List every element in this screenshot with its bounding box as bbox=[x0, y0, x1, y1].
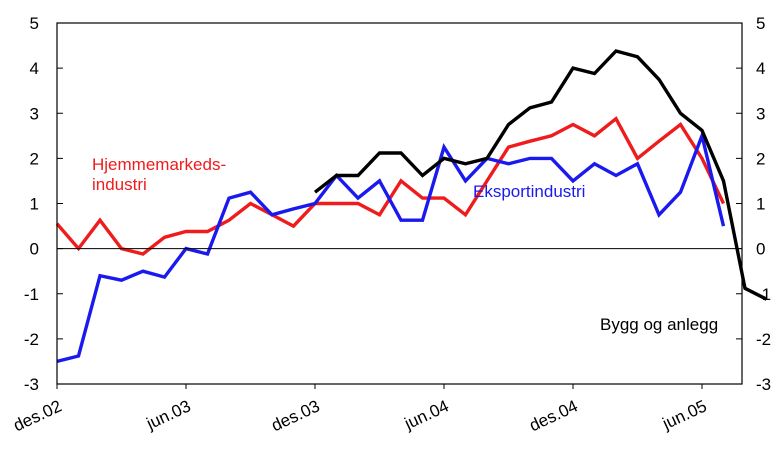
series-line-3 bbox=[313, 49, 768, 301]
series-label-1: Hjemmemarkeds- bbox=[92, 155, 226, 174]
x-tick-label: jun.03 bbox=[143, 396, 194, 433]
y-tick-label-left: 0 bbox=[30, 240, 39, 259]
x-tick-label: des.02 bbox=[10, 396, 64, 435]
series-line-2 bbox=[56, 130, 726, 364]
y-tick-label-right: -2 bbox=[756, 330, 771, 349]
y-tick-label-left: 1 bbox=[30, 195, 39, 214]
y-tick-label-right: 4 bbox=[756, 59, 765, 78]
y-tick-label-left: 4 bbox=[30, 59, 39, 78]
series-annotations: Hjemmemarkeds-industri Eksportindustri Byg… bbox=[92, 155, 718, 334]
y-tick-label-right: -1 bbox=[756, 285, 771, 304]
series-label-1: industri bbox=[92, 175, 147, 194]
x-tick-label: des.03 bbox=[268, 396, 322, 435]
y-tick-label-left: 2 bbox=[30, 149, 39, 168]
x-tick-label: des.04 bbox=[526, 396, 580, 435]
series-label-2: Eksportindustri bbox=[473, 182, 585, 201]
y-tick-label-right: -3 bbox=[756, 375, 771, 394]
series-label-3: Bygg og anlegg bbox=[600, 315, 718, 334]
y-tick-label-right: 0 bbox=[756, 240, 765, 259]
y-tick-label-right: 1 bbox=[756, 195, 765, 214]
y-tick-label-left: -3 bbox=[24, 375, 39, 394]
x-tick-label: jun.05 bbox=[659, 396, 710, 433]
y-tick-label-left: -1 bbox=[24, 285, 39, 304]
y-tick-label-left: -2 bbox=[24, 330, 39, 349]
x-tick-label: jun.04 bbox=[401, 396, 452, 433]
plot-frame bbox=[56, 22, 743, 385]
y-tick-label-right: 3 bbox=[756, 104, 765, 123]
y-tick-label-left: 3 bbox=[30, 104, 39, 123]
y-tick-label-right: 2 bbox=[756, 149, 765, 168]
y-axis-left: -3 -2 -1 0 1 2 3 4 5 bbox=[24, 14, 63, 394]
series-line-1 bbox=[55, 116, 726, 256]
y-tick-label-left: 5 bbox=[30, 14, 39, 33]
x-axis: des.02jun.03des.03jun.04des.04jun.05des.… bbox=[10, 384, 710, 435]
y-tick-label-right: 5 bbox=[756, 14, 765, 33]
series-layer bbox=[55, 49, 768, 364]
y-axis-right: -3 -2 -1 0 1 2 3 4 5 bbox=[736, 14, 771, 394]
